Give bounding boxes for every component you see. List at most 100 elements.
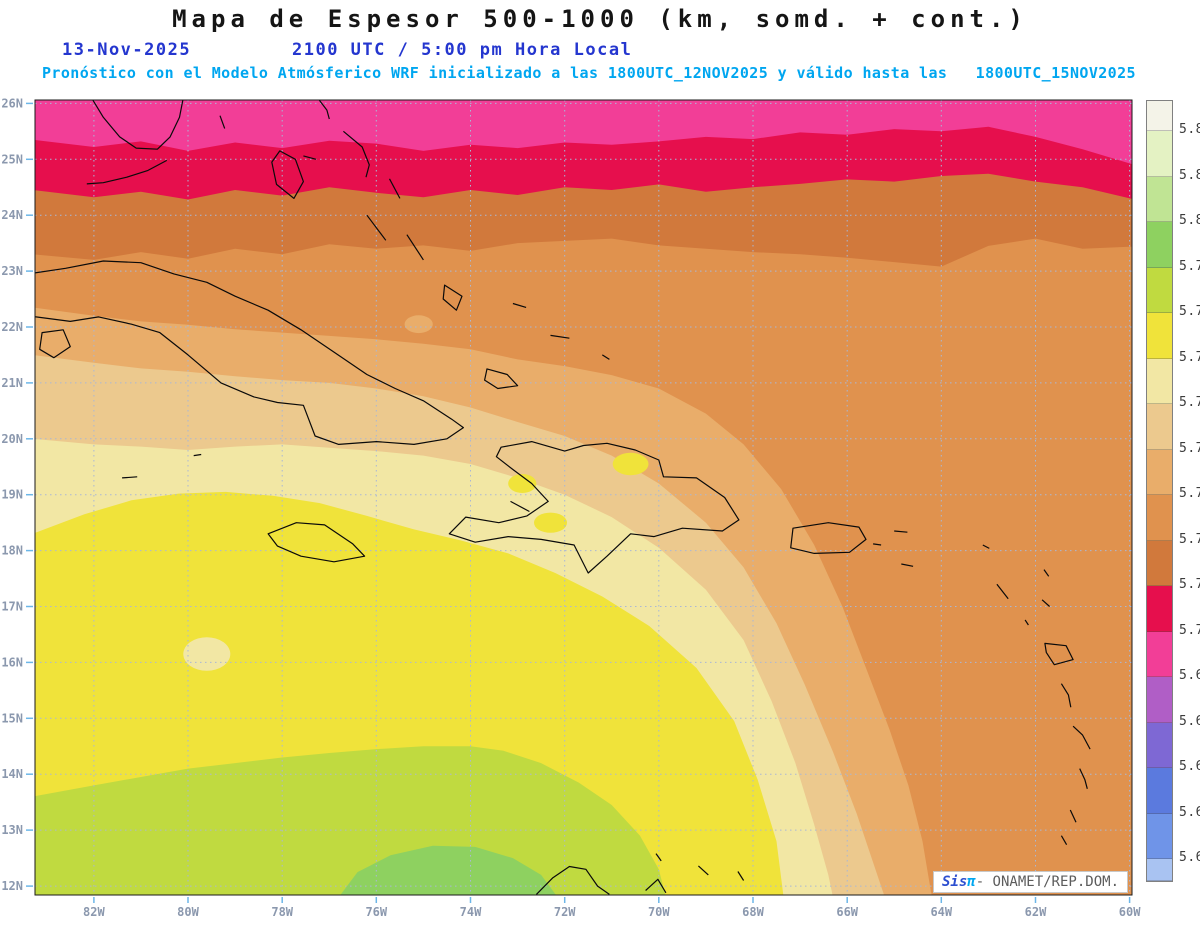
coastline-st-vincent — [1069, 809, 1077, 823]
coastlines — [35, 100, 1091, 895]
lat-label: 16N — [1, 655, 23, 669]
lat-label: 26N — [1, 96, 23, 110]
contour-patch — [508, 474, 537, 493]
thickness-field — [35, 100, 1132, 895]
coastline-caicos — [550, 334, 570, 339]
colorbar — [1146, 100, 1173, 882]
coastline-guajira — [535, 865, 610, 895]
colorbar-label: 5.7 — [1179, 622, 1200, 638]
valid-date-label: 13-Nov-2025 — [62, 40, 192, 60]
colorbar-label: 5.748 — [1179, 440, 1200, 456]
contour-patch — [671, 423, 703, 444]
coastline-mayaguana — [512, 302, 527, 308]
colorbar-segment — [1147, 358, 1172, 404]
coastline-st-kitts — [996, 583, 1009, 600]
colorbar-segment — [1147, 586, 1172, 632]
coastline-jamaica — [267, 522, 366, 563]
lat-label: 21N — [1, 376, 23, 390]
coastline-vieques — [873, 543, 882, 546]
coastline-long-island — [406, 234, 424, 261]
lat-label: 13N — [1, 823, 23, 837]
colorbar-segment — [1147, 540, 1172, 586]
valid-time-label: 2100 UTC / 5:00 pm Hora Local — [292, 40, 633, 60]
lat-label: 23N — [1, 264, 23, 278]
coastline-turks — [601, 354, 610, 360]
watermark-org: - ONAMET/REP.DOM. — [975, 874, 1119, 890]
coastline-montserrat — [1024, 619, 1029, 626]
colorbar-segment — [1147, 722, 1172, 768]
coastline-st-croix — [901, 563, 914, 567]
colorbar-segment — [1147, 222, 1172, 268]
lon-label: 82W — [83, 905, 105, 919]
axis-ticks — [26, 102, 1131, 903]
lat-label: 18N — [1, 544, 23, 558]
colorbar-label: 5.795 — [1179, 258, 1200, 274]
coastline-curacao — [697, 865, 709, 876]
coastline-cat-island — [388, 178, 401, 199]
colorbar-label: 5.819 — [1179, 167, 1200, 183]
colorbar-label: 5.772 — [1179, 349, 1200, 365]
colorbar-segment — [1147, 813, 1172, 859]
coastline-florida-keys — [86, 159, 168, 185]
colorbar-label: 5.783 — [1179, 304, 1200, 319]
coastline-eleuthera — [343, 130, 370, 178]
colorbar-label: 5.652 — [1179, 804, 1200, 820]
lat-label: 14N — [1, 767, 23, 781]
map-frame — [34, 99, 1133, 896]
coastline-st-martin — [982, 544, 990, 549]
lon-label: 70W — [648, 905, 670, 919]
colorbar-label: 5.64 — [1179, 850, 1200, 865]
colorbar-label: 5.736 — [1179, 486, 1200, 501]
contour-patch — [183, 637, 231, 671]
coastline-barbuda — [1043, 569, 1050, 577]
coastline-inagua — [484, 368, 519, 390]
coastline-antigua — [1041, 599, 1050, 607]
coastline-cuba — [35, 260, 464, 445]
lat-label: 20N — [1, 432, 23, 446]
lon-label: 78W — [271, 905, 293, 919]
contour-band-5.795 — [340, 845, 556, 895]
forecast-note: Pronóstico con el Modelo Atmósferico WRF… — [42, 64, 1136, 82]
lon-label: 64W — [930, 905, 952, 919]
lat-label: 19N — [1, 488, 23, 502]
coastline-aruba — [655, 853, 662, 862]
colorbar-segment — [1147, 677, 1172, 723]
coastline-guadeloupe — [1044, 642, 1074, 666]
coastline-florida — [92, 100, 184, 150]
lon-label: 72W — [554, 905, 576, 919]
colorbar-label: 5.676 — [1179, 713, 1200, 729]
colorbar-segment — [1147, 449, 1172, 495]
colorbar-label: 5.724 — [1179, 531, 1200, 547]
axis-labels: 26N 25N 24N 23N 22N 21N 20N 19N 18N 17N 16N 15N 14N 1… — [1, 96, 1141, 919]
coastline-martinique — [1072, 725, 1091, 750]
coastline-exuma — [366, 214, 387, 241]
coastline-dominica — [1060, 683, 1072, 708]
colorbar-segment — [1147, 495, 1172, 541]
coastline-cayman-brac — [193, 453, 202, 457]
lat-label: 12N — [1, 879, 23, 893]
coastline-hispaniola — [448, 441, 740, 574]
lon-label: 80W — [177, 905, 199, 919]
colorbar-segment — [1147, 101, 1172, 131]
colorbar-label: 5.664 — [1179, 759, 1200, 774]
lat-label: 15N — [1, 711, 23, 725]
coastline-st-lucia — [1079, 768, 1088, 789]
colorbar-segment — [1147, 176, 1172, 222]
coastline-crooked-acklins — [442, 284, 463, 311]
colorbar-segment — [1147, 404, 1172, 450]
colorbar-label: 5.76 — [1179, 395, 1200, 410]
watermark-brand: Sis — [941, 874, 968, 890]
colorbar-label: 5.831 — [1179, 122, 1200, 137]
contour-patch — [534, 512, 567, 533]
map-title: Mapa de Espesor 500-1000 (km, somd. + co… — [172, 5, 1028, 33]
colorbar-label: 5.688 — [1179, 668, 1200, 683]
contour-patch — [404, 315, 433, 334]
colorbar-segment — [1147, 267, 1172, 313]
lat-label: 24N — [1, 208, 23, 222]
coastline-andros — [271, 150, 304, 199]
pi-icon: π — [967, 874, 976, 890]
coastline-new-providence — [303, 155, 317, 160]
coastline-virgin-islands — [894, 530, 908, 533]
